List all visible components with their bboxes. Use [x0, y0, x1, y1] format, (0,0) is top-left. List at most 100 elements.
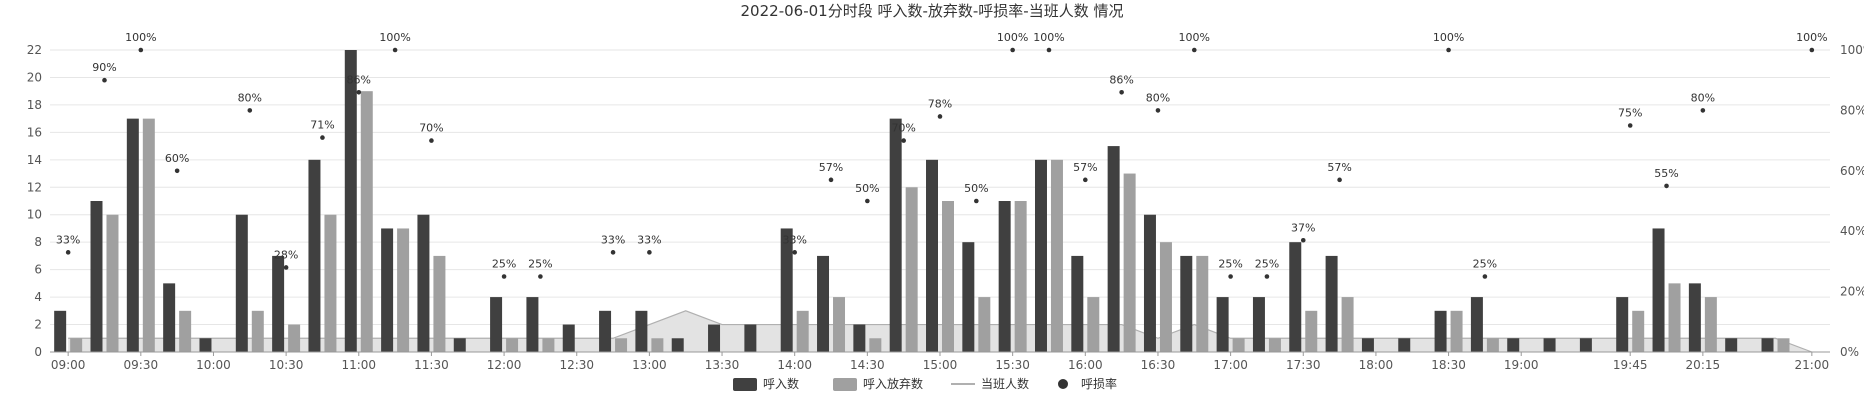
abandoned-bar — [1704, 297, 1717, 352]
axes: 0 2 4 6 8 10 12 14 16 18 20 22 0% 20% 40% 60% 80% 100% 09:… — [27, 43, 1864, 372]
loss-rate-point — [356, 89, 362, 95]
loss-rate-point — [1664, 183, 1669, 189]
y-left-tick-label: 20 — [27, 70, 42, 84]
loss-rate-label: 57% — [1073, 161, 1097, 174]
incoming-bar — [1180, 255, 1193, 352]
loss-rate-label: 80% — [1146, 91, 1170, 104]
loss-rate-label: 25% — [1473, 258, 1497, 271]
incoming-bar — [998, 201, 1011, 352]
loss-rate-label: 55% — [1654, 167, 1678, 180]
loss-rate-label: 70% — [891, 122, 915, 135]
staff-line — [68, 310, 1813, 353]
loss-rate-point — [610, 250, 616, 255]
abandoned-bar — [506, 338, 519, 352]
loss-rate-point — [320, 135, 325, 140]
loss-rate-label: 100% — [1796, 31, 1827, 44]
y-right-tick-label: 40% — [1840, 224, 1864, 238]
chart-title: 2022-06-01分时段 呼入数-放弃数-呼损率-当班人数 情况 — [741, 2, 1124, 20]
loss-rate-label: 25% — [1218, 258, 1242, 271]
incoming-bar — [1289, 242, 1302, 352]
x-tick-label: 12:30 — [559, 358, 594, 372]
legend-item[interactable]: 呼损率 — [1058, 376, 1117, 391]
y-left-tick-label: 16 — [27, 125, 42, 139]
legend-item[interactable]: 当班人数 — [951, 376, 1029, 391]
loss-rate-point — [828, 177, 834, 183]
loss-rate-label: 33% — [601, 233, 625, 246]
loss-rate-point — [1010, 47, 1015, 53]
x-tick-label: 12:00 — [487, 358, 522, 372]
x-tick-label: 13:00 — [632, 358, 667, 372]
x-tick-label: 10:00 — [196, 358, 231, 372]
incoming-bar — [163, 283, 176, 352]
x-tick-label: 09:00 — [51, 358, 86, 372]
loss-rate-point — [1337, 177, 1342, 183]
loss-rate-label: 90% — [92, 61, 116, 74]
abandoned-bar — [942, 201, 954, 352]
incoming-bar — [1761, 338, 1774, 352]
loss-rate-label: 28% — [274, 248, 298, 261]
incoming-bar — [708, 324, 721, 352]
legend-item[interactable]: 呼入放弃数 — [833, 376, 923, 391]
abandoned-bar — [1196, 255, 1209, 352]
abandoned-bar — [869, 338, 882, 352]
incoming-bar — [635, 310, 648, 352]
abandoned-bar — [1014, 201, 1027, 352]
abandoned-bar — [1486, 338, 1499, 352]
incoming-bar — [1325, 255, 1338, 352]
loss-rate-point — [1083, 177, 1088, 183]
abandoned-bar — [106, 214, 119, 352]
incoming-bar — [308, 159, 321, 352]
loss-rate-label: 75% — [1618, 107, 1642, 120]
loss-rate-label: 100% — [1033, 31, 1064, 44]
incoming-bar — [526, 297, 539, 352]
incoming-bar — [54, 310, 67, 352]
x-tick-label: 20:15 — [1686, 358, 1721, 372]
incoming-bar — [235, 214, 248, 352]
incoming-bar — [1470, 297, 1483, 352]
loss-rate-point — [1627, 123, 1633, 128]
x-tick-label: 13:30 — [705, 358, 740, 372]
incoming-bar — [780, 228, 793, 352]
abandoned-bar — [1777, 338, 1790, 352]
x-tick-label: 18:00 — [1359, 358, 1394, 372]
x-tick-label: 11:00 — [341, 358, 376, 372]
legend[interactable]: 呼入数 呼入放弃数 当班人数 呼损率 — [733, 376, 1117, 391]
loss-rate-point — [647, 250, 652, 255]
staff-area-fill — [68, 310, 1812, 352]
incoming-bar — [744, 324, 757, 352]
incoming-bar — [1143, 214, 1156, 352]
abandoned-bar — [1232, 338, 1245, 352]
loss-rate-point — [1191, 47, 1197, 53]
loss-rate-label: 100% — [379, 31, 410, 44]
incoming-bar — [199, 338, 212, 352]
x-tick-label: 11:30 — [414, 358, 449, 372]
abandoned-bar — [251, 310, 264, 352]
incoming-bar — [1107, 146, 1120, 352]
loss-rate-label: 57% — [1327, 161, 1351, 174]
abandoned-bar — [324, 214, 337, 352]
loss-rate-label: 50% — [964, 182, 988, 195]
legend-item[interactable]: 呼入数 — [733, 376, 799, 391]
incoming-bar — [1361, 338, 1374, 352]
abandoned-bar — [433, 255, 446, 352]
loss-rate-point — [1046, 47, 1052, 53]
loss-rate-label: 70% — [419, 122, 443, 135]
abandoned-bar — [1123, 173, 1136, 352]
loss-rate-label: 100% — [1433, 31, 1464, 44]
loss-rate-point — [901, 138, 906, 143]
incoming-bar — [853, 324, 866, 352]
loss-rate-label: 25% — [528, 258, 552, 271]
abandoned-bar — [978, 297, 991, 352]
bars — [54, 50, 1790, 353]
x-tick-label: 16:30 — [1141, 358, 1176, 372]
abandoned-bar — [1450, 310, 1463, 352]
legend-label: 呼损率 — [1081, 376, 1117, 391]
incoming-bar — [1216, 297, 1229, 352]
abandoned-bar — [1341, 297, 1354, 352]
incoming-bar — [1652, 228, 1665, 352]
loss-rate-label: 25% — [492, 258, 516, 271]
x-tick-label: 15:30 — [995, 358, 1030, 372]
loss-rate-point — [538, 274, 543, 279]
x-tick-label: 14:30 — [850, 358, 885, 372]
